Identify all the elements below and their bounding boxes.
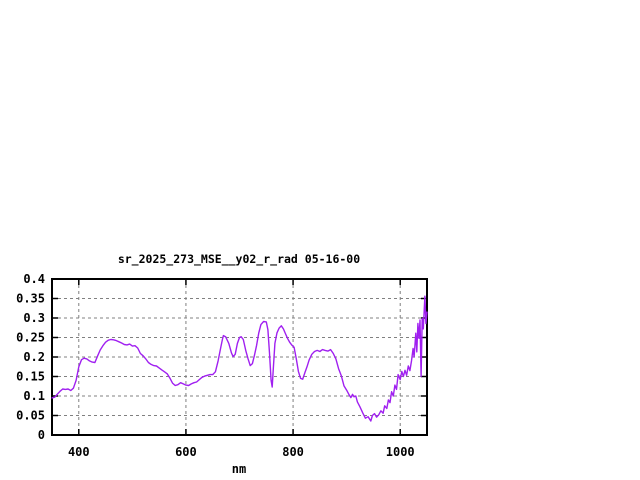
plot-border bbox=[51, 278, 428, 436]
y-tick-label: 0.05 bbox=[16, 409, 45, 423]
y-tick-label: 0.25 bbox=[16, 331, 45, 345]
chart-title: sr_2025_273_MSE__y02_r_rad 05-16-00 bbox=[118, 252, 360, 267]
x-axis-label: nm bbox=[232, 462, 246, 476]
y-tick-label: 0.3 bbox=[23, 311, 45, 325]
x-tick-label: 600 bbox=[175, 445, 197, 459]
y-tick-label: 0.35 bbox=[16, 292, 45, 306]
spectrum-line bbox=[51, 295, 428, 422]
y-tick-label: 0 bbox=[38, 428, 45, 442]
y-tick-label: 0.1 bbox=[23, 389, 45, 403]
y-tick-label: 0.15 bbox=[16, 370, 45, 384]
x-tick-label: 400 bbox=[68, 445, 90, 459]
axes: 400 600 800 1000 0 0.05 0.1 0.15 0.2 0.25 0.3 0.35 0… bbox=[16, 272, 428, 459]
grid-lines bbox=[52, 279, 427, 435]
x-tick-label: 1000 bbox=[386, 445, 415, 459]
x-tick-label: 800 bbox=[282, 445, 304, 459]
y-tick-label: 0.4 bbox=[23, 272, 45, 286]
y-tick-label: 0.2 bbox=[23, 350, 45, 364]
spectrum-trace bbox=[51, 295, 428, 422]
